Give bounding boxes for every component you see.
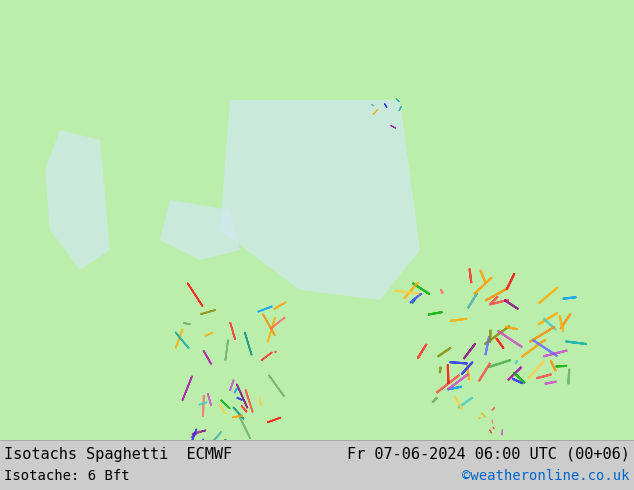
Text: Isotache: 6 Bft: Isotache: 6 Bft: [4, 469, 129, 483]
Polygon shape: [220, 100, 420, 300]
Polygon shape: [160, 200, 240, 260]
Bar: [0, 440, 634, 490]
Text: Isotachs Spaghetti  ECMWF: Isotachs Spaghetti ECMWF: [4, 446, 232, 462]
Text: ©weatheronline.co.uk: ©weatheronline.co.uk: [462, 469, 630, 483]
Text: Fr 07-06-2024 06:00 UTC (00+06): Fr 07-06-2024 06:00 UTC (00+06): [347, 446, 630, 462]
Polygon shape: [45, 130, 110, 270]
